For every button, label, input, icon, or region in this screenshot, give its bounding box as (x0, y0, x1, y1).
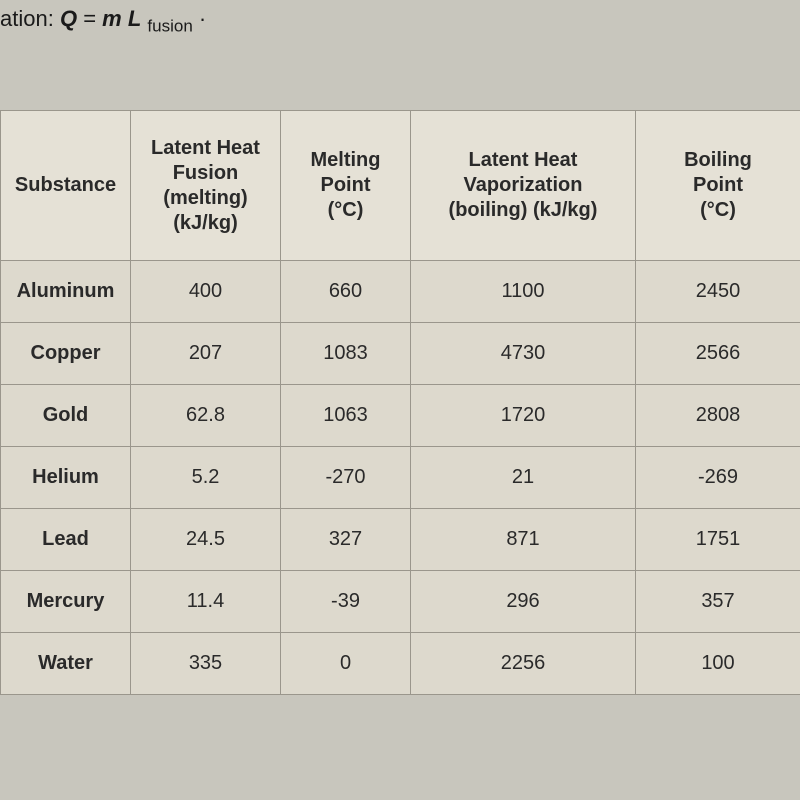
substance-cell: Mercury (1, 571, 131, 633)
substance-cell: Water (1, 633, 131, 695)
latent-heat-table-container: Substance Latent HeatFusion(melting)(kJ/… (0, 110, 800, 695)
value-cell: 871 (411, 509, 636, 571)
value-cell: -270 (281, 447, 411, 509)
col-vapor: Latent HeatVaporization(boiling) (kJ/kg) (411, 111, 636, 261)
table-header-row: Substance Latent HeatFusion(melting)(kJ/… (1, 111, 800, 261)
substance-cell: Aluminum (1, 261, 131, 323)
col-substance: Substance (1, 111, 131, 261)
value-cell: 62.8 (131, 385, 281, 447)
value-cell: 207 (131, 323, 281, 385)
value-cell: 0 (281, 633, 411, 695)
value-cell: 1063 (281, 385, 411, 447)
value-cell: 357 (636, 571, 800, 633)
value-cell: 327 (281, 509, 411, 571)
value-cell: 21 (411, 447, 636, 509)
table-body: Aluminum40066011002450Copper207108347302… (1, 261, 800, 695)
table-row: Copper207108347302566 (1, 323, 800, 385)
value-cell: -269 (636, 447, 800, 509)
table-row: Lead24.53278711751 (1, 509, 800, 571)
equation-Q: Q (60, 6, 77, 31)
value-cell: 24.5 (131, 509, 281, 571)
substance-cell: Lead (1, 509, 131, 571)
equation-m: m (102, 6, 122, 31)
equation-prefix: ation: (0, 6, 60, 31)
value-cell: 2450 (636, 261, 800, 323)
value-cell: 5.2 (131, 447, 281, 509)
substance-cell: Gold (1, 385, 131, 447)
value-cell: 296 (411, 571, 636, 633)
table-row: Aluminum40066011002450 (1, 261, 800, 323)
value-cell: 400 (131, 261, 281, 323)
value-cell: 11.4 (131, 571, 281, 633)
value-cell: 1720 (411, 385, 636, 447)
value-cell: 2256 (411, 633, 636, 695)
equation-dot: · (199, 6, 206, 31)
equation-text: ation: Q = m L fusion · (0, 6, 206, 36)
value-cell: 1083 (281, 323, 411, 385)
substance-cell: Helium (1, 447, 131, 509)
value-cell: 2808 (636, 385, 800, 447)
value-cell: 4730 (411, 323, 636, 385)
value-cell: -39 (281, 571, 411, 633)
latent-heat-table: Substance Latent HeatFusion(melting)(kJ/… (0, 110, 800, 695)
table-row: Gold62.8106317202808 (1, 385, 800, 447)
table-row: Water33502256100 (1, 633, 800, 695)
value-cell: 100 (636, 633, 800, 695)
value-cell: 2566 (636, 323, 800, 385)
value-cell: 1751 (636, 509, 800, 571)
value-cell: 1100 (411, 261, 636, 323)
equation-sub: fusion (147, 16, 192, 35)
table-row: Helium5.2-27021-269 (1, 447, 800, 509)
col-fusion: Latent HeatFusion(melting)(kJ/kg) (131, 111, 281, 261)
equation-L: L (128, 6, 141, 31)
col-melting: MeltingPoint(°C) (281, 111, 411, 261)
value-cell: 335 (131, 633, 281, 695)
col-boiling: BoilingPoint(°C) (636, 111, 800, 261)
value-cell: 660 (281, 261, 411, 323)
substance-cell: Copper (1, 323, 131, 385)
equation-equals: = (83, 6, 102, 31)
table-row: Mercury11.4-39296357 (1, 571, 800, 633)
